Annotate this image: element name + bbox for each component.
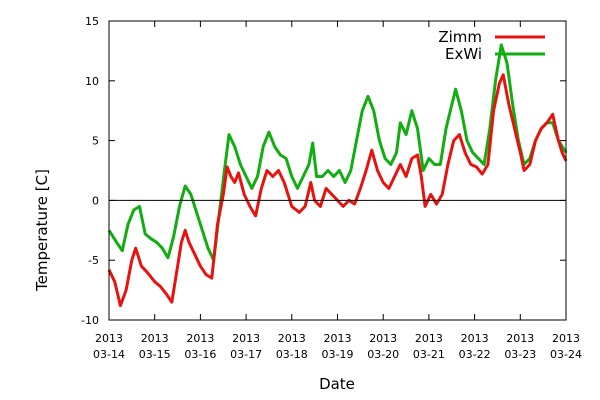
x-tick-date: 03-15: [139, 348, 171, 361]
x-tick-date: 03-19: [322, 348, 354, 361]
legend-label-zimm: Zimm: [438, 28, 482, 46]
x-tick-date: 03-22: [459, 348, 491, 361]
x-tick-date: 03-20: [367, 348, 399, 361]
x-tick-year: 2013: [324, 332, 352, 345]
series-line-zimm: [107, 73, 568, 308]
y-tick-label: 15: [85, 15, 99, 28]
x-tick-date: 03-16: [184, 348, 216, 361]
series-line-exwi: [107, 43, 568, 262]
y-axis-title: Temperature [C]: [33, 169, 51, 292]
x-tick-date: 03-14: [93, 348, 125, 361]
series-layer: [107, 43, 568, 308]
x-tick-date: 03-18: [276, 348, 308, 361]
x-tick-date: 03-24: [550, 348, 582, 361]
x-tick-year: 2013: [461, 332, 489, 345]
y-tick-label: 5: [92, 135, 99, 148]
y-tick-label: -10: [81, 314, 99, 327]
x-tick-year: 2013: [186, 332, 214, 345]
x-tick-year: 2013: [506, 332, 534, 345]
x-tick-date: 03-21: [413, 348, 445, 361]
y-tick-label: -5: [88, 254, 99, 267]
x-tick-year: 2013: [95, 332, 123, 345]
legend-label-exwi: ExWi: [445, 45, 482, 63]
x-tick-year: 2013: [232, 332, 260, 345]
ticks-layer: -10 -5 0 5 10 15 2013 03-14 2013 03-15 2013 03-16 20…: [81, 15, 582, 361]
x-tick-year: 2013: [369, 332, 397, 345]
y-tick-label: 0: [92, 194, 99, 207]
x-tick-date: 03-23: [504, 348, 536, 361]
x-tick-year: 2013: [415, 332, 443, 345]
x-tick-year: 2013: [552, 332, 580, 345]
x-axis-title: Date: [319, 375, 355, 393]
x-tick-date: 03-17: [230, 348, 262, 361]
x-tick-year: 2013: [141, 332, 169, 345]
y-tick-label: 10: [85, 75, 99, 88]
x-tick-year: 2013: [278, 332, 306, 345]
